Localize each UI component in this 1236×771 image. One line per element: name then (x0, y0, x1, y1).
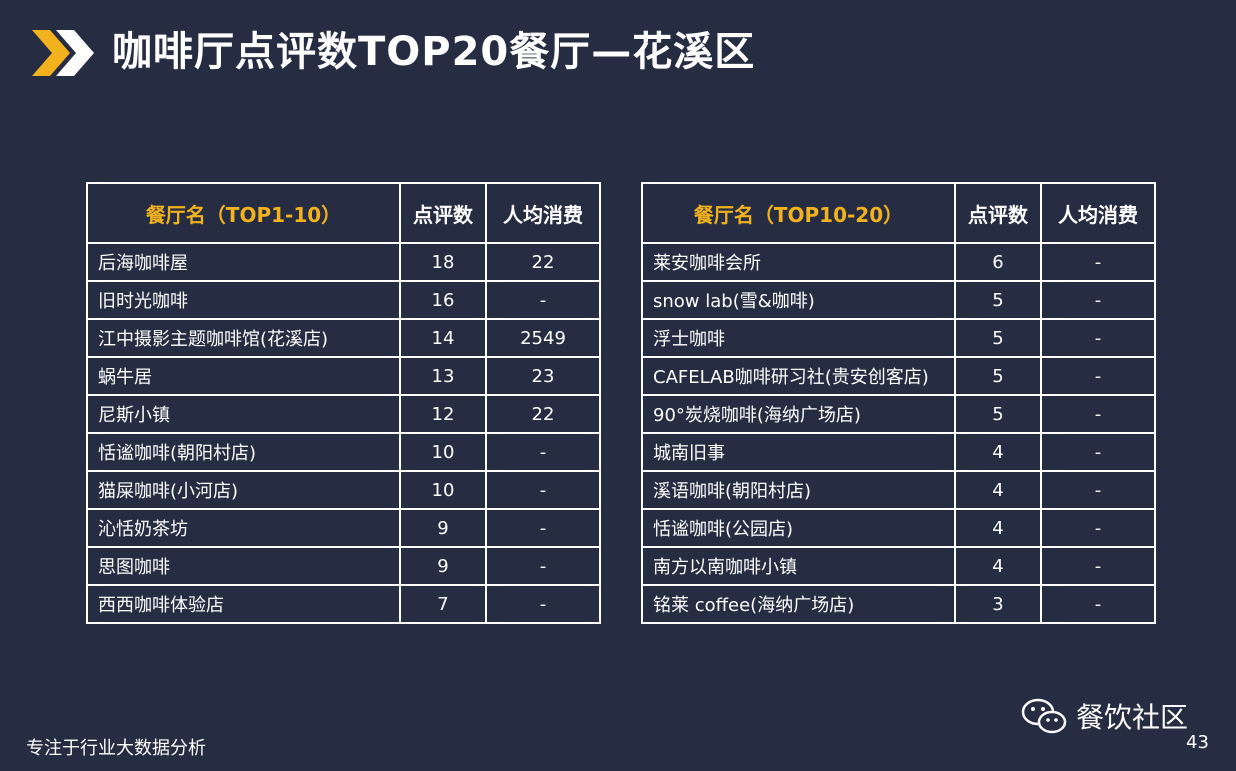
table-row: 蜗牛居 13 23 (86, 356, 601, 396)
review-count: 5 (954, 280, 1042, 320)
review-count: 5 (954, 318, 1042, 358)
restaurant-name: 铭莱 coffee(海纳广场店) (641, 584, 956, 624)
column-header-name: 餐厅名（TOP10-20） (641, 182, 956, 244)
wechat-icon (1021, 698, 1067, 734)
restaurant-name: 尼斯小镇 (86, 394, 401, 434)
avg-spend: - (1040, 432, 1156, 472)
page-title: 咖啡厅点评数TOP20餐厅—花溪区 (112, 29, 756, 75)
restaurant-name: 南方以南咖啡小镇 (641, 546, 956, 586)
review-count: 5 (954, 394, 1042, 434)
avg-spend: - (485, 584, 601, 624)
avg-spend: - (1040, 242, 1156, 282)
ranking-table-top1-10: 餐厅名（TOP1-10） 点评数 人均消费 后海咖啡屋 18 22 旧时光咖啡 16-… (86, 182, 601, 624)
restaurant-name: snow lab(雪&咖啡) (641, 280, 956, 320)
column-header-reviews: 点评数 (954, 182, 1042, 244)
table-row: 尼斯小镇 12 22 (86, 394, 601, 434)
avg-spend: - (485, 280, 601, 320)
table-header-row: 餐厅名（TOP1-10） 点评数 人均消费 (86, 182, 601, 244)
column-header-name: 餐厅名（TOP1-10） (86, 182, 401, 244)
restaurant-name: 恬谧咖啡(公园店) (641, 508, 956, 548)
review-count: 4 (954, 432, 1042, 472)
review-count: 4 (954, 508, 1042, 548)
avg-spend: - (1040, 280, 1156, 320)
table-header-row: 餐厅名（TOP10-20） 点评数 人均消费 (641, 182, 1156, 244)
avg-spend: 22 (485, 394, 601, 434)
table-row: 莱安咖啡会所 6- (641, 242, 1156, 282)
restaurant-name: 思图咖啡 (86, 546, 401, 586)
restaurant-name: 猫屎咖啡(小河店) (86, 470, 401, 510)
review-count: 10 (399, 470, 487, 510)
table-row: 90°炭烧咖啡(海纳广场店) 5- (641, 394, 1156, 434)
brand-logo: 餐饮社区 (1020, 696, 1188, 736)
restaurant-name: 莱安咖啡会所 (641, 242, 956, 282)
table-row: 后海咖啡屋 18 22 (86, 242, 601, 282)
avg-spend: - (485, 508, 601, 548)
restaurant-name: 溪语咖啡(朝阳村店) (641, 470, 956, 510)
avg-spend: - (485, 546, 601, 586)
review-count: 3 (954, 584, 1042, 624)
review-count: 10 (399, 432, 487, 472)
table-row: 旧时光咖啡 16- (86, 280, 601, 320)
restaurant-name: CAFELAB咖啡研习社(贵安创客店) (641, 356, 956, 396)
page-number: 43 (1186, 732, 1209, 753)
table-row: CAFELAB咖啡研习社(贵安创客店) 5- (641, 356, 1156, 396)
table-row: 浮士咖啡 5- (641, 318, 1156, 358)
avg-spend: 22 (485, 242, 601, 282)
avg-spend: - (1040, 394, 1156, 434)
restaurant-name: 恬谧咖啡(朝阳村店) (86, 432, 401, 472)
review-count: 18 (399, 242, 487, 282)
review-count: 12 (399, 394, 487, 434)
brand-name: 餐饮社区 (1076, 701, 1189, 734)
table-row: 恬谧咖啡(朝阳村店) 10- (86, 432, 601, 472)
review-count: 14 (399, 318, 487, 358)
avg-spend: - (1040, 584, 1156, 624)
restaurant-name: 西西咖啡体验店 (86, 584, 401, 624)
avg-spend: 2549 (485, 318, 601, 358)
table-row: 城南旧事 4- (641, 432, 1156, 472)
table-row: 江中摄影主题咖啡馆(花溪店) 14 2549 (86, 318, 601, 358)
review-count: 4 (954, 546, 1042, 586)
table-row: 思图咖啡 9- (86, 546, 601, 586)
table-row: 西西咖啡体验店 7- (86, 584, 601, 624)
avg-spend: - (1040, 318, 1156, 358)
review-count: 4 (954, 470, 1042, 510)
column-header-reviews: 点评数 (399, 182, 487, 244)
review-count: 9 (399, 508, 487, 548)
footer-tagline: 专注于行业大数据分析 (26, 738, 206, 759)
review-count: 13 (399, 356, 487, 396)
restaurant-name: 江中摄影主题咖啡馆(花溪店) (86, 318, 401, 358)
chevron-icon (32, 30, 94, 76)
review-count: 6 (954, 242, 1042, 282)
review-count: 5 (954, 356, 1042, 396)
restaurant-name: 后海咖啡屋 (86, 242, 401, 282)
column-header-avg-spend: 人均消费 (485, 182, 601, 244)
table-row: 铭莱 coffee(海纳广场店) 3- (641, 584, 1156, 624)
review-count: 16 (399, 280, 487, 320)
table-row: 猫屎咖啡(小河店) 10- (86, 470, 601, 510)
table-row: 沁恬奶茶坊 9- (86, 508, 601, 548)
avg-spend: - (1040, 508, 1156, 548)
avg-spend: - (485, 432, 601, 472)
ranking-table-top10-20: 餐厅名（TOP10-20） 点评数 人均消费 莱安咖啡会所 6- snow lab… (641, 182, 1156, 624)
restaurant-name: 城南旧事 (641, 432, 956, 472)
avg-spend: - (1040, 356, 1156, 396)
restaurant-name: 沁恬奶茶坊 (86, 508, 401, 548)
column-header-avg-spend: 人均消费 (1040, 182, 1156, 244)
avg-spend: - (1040, 546, 1156, 586)
review-count: 7 (399, 584, 487, 624)
restaurant-name: 旧时光咖啡 (86, 280, 401, 320)
table-row: 恬谧咖啡(公园店) 4- (641, 508, 1156, 548)
table-row: snow lab(雪&咖啡) 5- (641, 280, 1156, 320)
avg-spend: - (485, 470, 601, 510)
table-row: 南方以南咖啡小镇 4- (641, 546, 1156, 586)
restaurant-name: 蜗牛居 (86, 356, 401, 396)
restaurant-name: 90°炭烧咖啡(海纳广场店) (641, 394, 956, 434)
restaurant-name: 浮士咖啡 (641, 318, 956, 358)
review-count: 9 (399, 546, 487, 586)
avg-spend: - (1040, 470, 1156, 510)
table-row: 溪语咖啡(朝阳村店) 4- (641, 470, 1156, 510)
avg-spend: 23 (485, 356, 601, 396)
